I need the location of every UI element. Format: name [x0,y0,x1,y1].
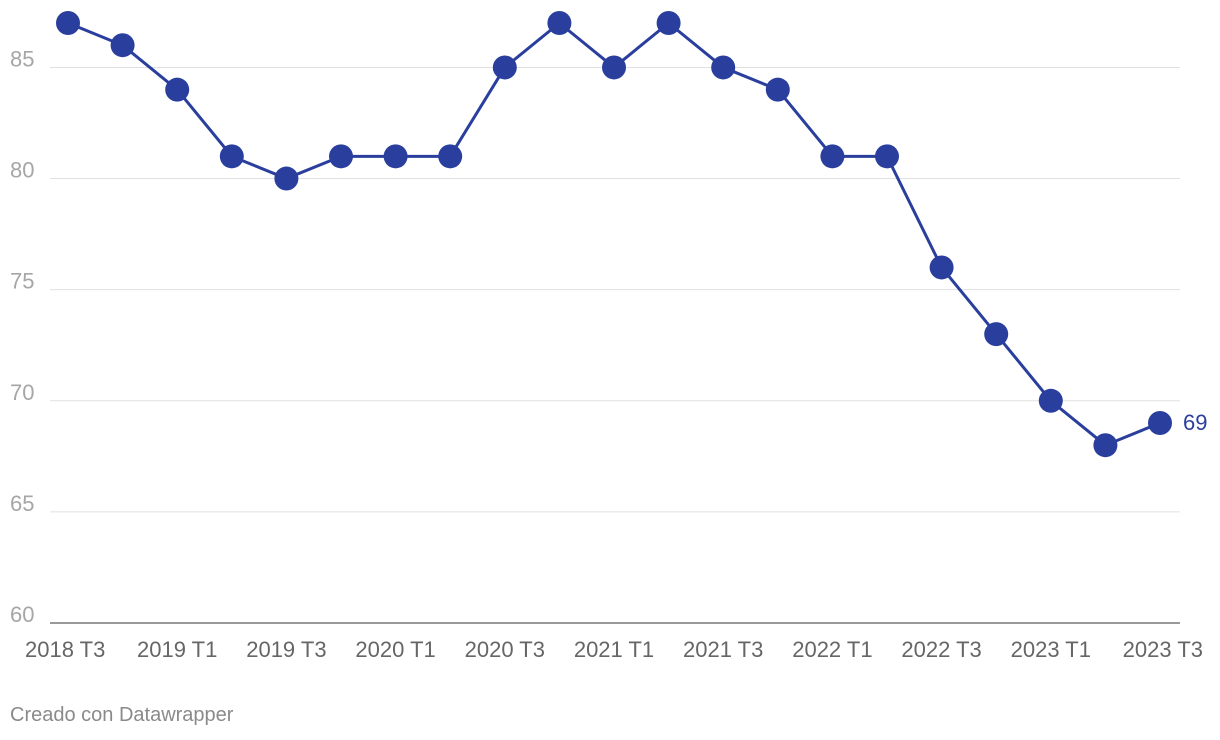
x-tick-label: 2020 T1 [355,637,435,662]
data-point [110,33,135,58]
data-labels: 69 [1183,410,1207,435]
data-point [165,77,190,102]
x-tick-label: 2019 T1 [137,637,217,662]
data-point [656,11,681,35]
series-line-group [66,21,1162,447]
data-point [274,166,299,191]
x-tick-label: 2022 T1 [792,637,872,662]
y-tick-label: 65 [10,491,34,516]
x-tick-label: 2021 T1 [574,637,654,662]
data-point [1093,433,1118,458]
x-tick-label: 2023 T3 [1123,637,1203,662]
data-point [820,144,845,169]
x-tick-label: 2022 T3 [901,637,981,662]
x-tick-label: 2019 T3 [246,637,326,662]
series-line [66,21,1162,447]
y-tick-label: 75 [10,269,34,294]
data-point [875,144,899,169]
data-point [383,144,408,169]
data-point [765,77,790,102]
data-point [711,55,736,80]
y-tick-label: 80 [10,158,34,183]
x-tick-label: 2023 T1 [1011,637,1091,662]
end-value-label: 69 [1183,410,1207,435]
credit-text: Creado con Datawrapper [10,704,234,726]
y-tick-label: 70 [10,380,34,405]
data-point [329,144,353,169]
y-axis-ticks: 60 65 70 75 80 85 [10,46,34,627]
x-tick-label: 2018 T3 [25,637,105,662]
data-points [56,11,1172,458]
data-point [984,322,1009,347]
y-tick-label: 60 [10,602,34,627]
gridlines [50,66,1180,624]
y-tick-label: 85 [10,46,34,71]
data-point [1038,388,1063,413]
data-point [219,144,244,169]
x-tick-label: 2020 T3 [465,637,545,662]
x-tick-label: 2021 T3 [683,637,763,662]
data-point [1148,411,1172,435]
data-point [492,55,517,80]
data-point [438,144,463,169]
x-axis-ticks: 2018 T3 2019 T1 2019 T3 2020 T1 2020 T3 2021 … [25,637,1203,662]
data-point [547,11,572,35]
data-point [929,255,954,280]
data-point [602,55,626,80]
data-point [56,11,80,35]
